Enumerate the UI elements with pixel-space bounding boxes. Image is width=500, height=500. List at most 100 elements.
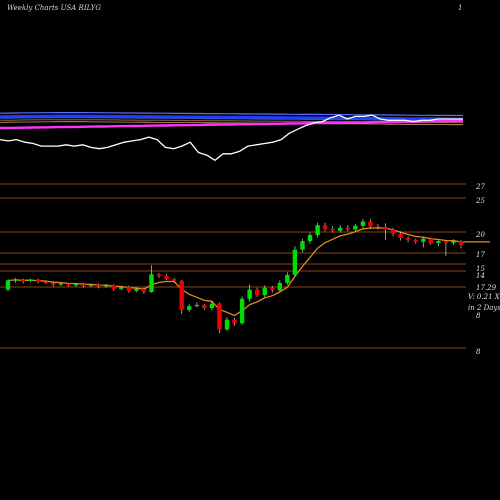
candle-body — [292, 249, 298, 275]
candle-body — [375, 226, 381, 228]
candle-body — [187, 306, 192, 310]
candle-body — [111, 285, 116, 289]
candle-body — [262, 287, 267, 296]
candle-body — [66, 283, 71, 286]
candle-body — [232, 319, 237, 324]
price-label-3: 17 — [476, 251, 485, 259]
overview-series-line-2 — [0, 114, 463, 161]
candle-body — [315, 225, 320, 235]
candle-49 — [375, 224, 381, 230]
candle-25 — [194, 302, 199, 308]
annotation-0: V: 0.21 X — [468, 293, 500, 301]
candle-body — [307, 235, 313, 242]
candle-body — [353, 225, 358, 230]
candle-1 — [13, 277, 18, 283]
candle-7 — [58, 282, 63, 286]
candle-60 — [458, 239, 464, 249]
candle-56 — [428, 237, 433, 245]
candle-body — [360, 221, 366, 226]
candle-9 — [73, 282, 79, 287]
chart-header-left: Weekly Charts USA RILYG — [7, 4, 101, 12]
candle-body — [164, 276, 169, 280]
candle-body — [179, 281, 184, 310]
candle-11 — [88, 283, 94, 288]
candle-34 — [262, 285, 267, 297]
candle-3 — [28, 278, 33, 283]
price-label-0: 27 — [475, 183, 485, 191]
candle-body — [194, 304, 199, 307]
price-label-5: 14 — [476, 272, 485, 280]
candle-body — [209, 303, 215, 308]
candle-body — [405, 238, 411, 240]
candle-12 — [96, 283, 101, 289]
candle-body — [398, 233, 403, 239]
candle-body — [451, 241, 456, 243]
candle-body — [217, 303, 222, 330]
price-label-8: 8 — [476, 348, 481, 356]
candle-22 — [171, 277, 177, 283]
candle-body — [277, 282, 282, 291]
candle-59 — [451, 239, 456, 245]
candle-36 — [277, 280, 282, 292]
candle-24 — [187, 303, 192, 312]
candle-35 — [270, 285, 275, 293]
candle-44 — [338, 225, 343, 233]
candle-body — [224, 319, 230, 330]
candle-55 — [421, 236, 426, 248]
candle-body — [73, 284, 79, 286]
candle-51 — [390, 227, 396, 237]
candle-14 — [111, 284, 116, 291]
candle-8 — [66, 282, 71, 287]
candle-body — [156, 274, 162, 277]
candle-body — [254, 289, 260, 296]
candle-23 — [179, 279, 184, 315]
candle-body — [390, 229, 396, 234]
candle-17 — [134, 287, 139, 293]
candle-31 — [239, 296, 245, 325]
ma-band-line-3 — [0, 121, 463, 126]
candle-40 — [307, 232, 313, 244]
candle-6 — [51, 281, 56, 287]
candle-16 — [126, 285, 131, 293]
candle-52 — [398, 231, 403, 241]
moving-average-panel — [0, 111, 464, 161]
candle-58 — [443, 239, 449, 256]
candle-38 — [292, 246, 298, 277]
overview-series-line-1 — [0, 119, 464, 130]
candle-body — [436, 241, 441, 243]
candle-body — [134, 289, 139, 291]
candlestick-series — [5, 219, 464, 334]
candle-37 — [285, 272, 290, 285]
price-label-6: 17.29 — [476, 284, 497, 292]
candle-body — [36, 279, 41, 282]
candle-48 — [368, 219, 373, 229]
candle-54 — [413, 238, 418, 244]
candle-39 — [300, 238, 305, 253]
candle-body — [51, 282, 56, 285]
candle-46 — [353, 224, 358, 232]
candle-body — [96, 284, 101, 287]
candle-42 — [322, 222, 328, 232]
candle-body — [20, 279, 26, 281]
candle-body — [28, 279, 33, 281]
candle-50 — [383, 223, 388, 240]
candle-body — [247, 289, 252, 299]
candle-body — [13, 279, 18, 281]
candle-body — [5, 280, 11, 290]
candle-29 — [224, 317, 230, 331]
candle-body — [43, 281, 48, 283]
candle-body — [104, 285, 109, 287]
candle-45 — [345, 225, 350, 232]
candle-20 — [156, 273, 162, 278]
candle-28 — [217, 302, 222, 334]
candle-body — [345, 227, 350, 230]
candle-27 — [209, 301, 215, 311]
candle-body — [58, 283, 63, 285]
ma-band-line-0 — [0, 111, 463, 117]
candle-0 — [5, 279, 11, 292]
candle-33 — [254, 287, 260, 297]
candle-body — [428, 238, 433, 243]
candle-19 — [149, 265, 154, 293]
candle-body — [368, 221, 373, 227]
candle-body — [413, 239, 418, 242]
